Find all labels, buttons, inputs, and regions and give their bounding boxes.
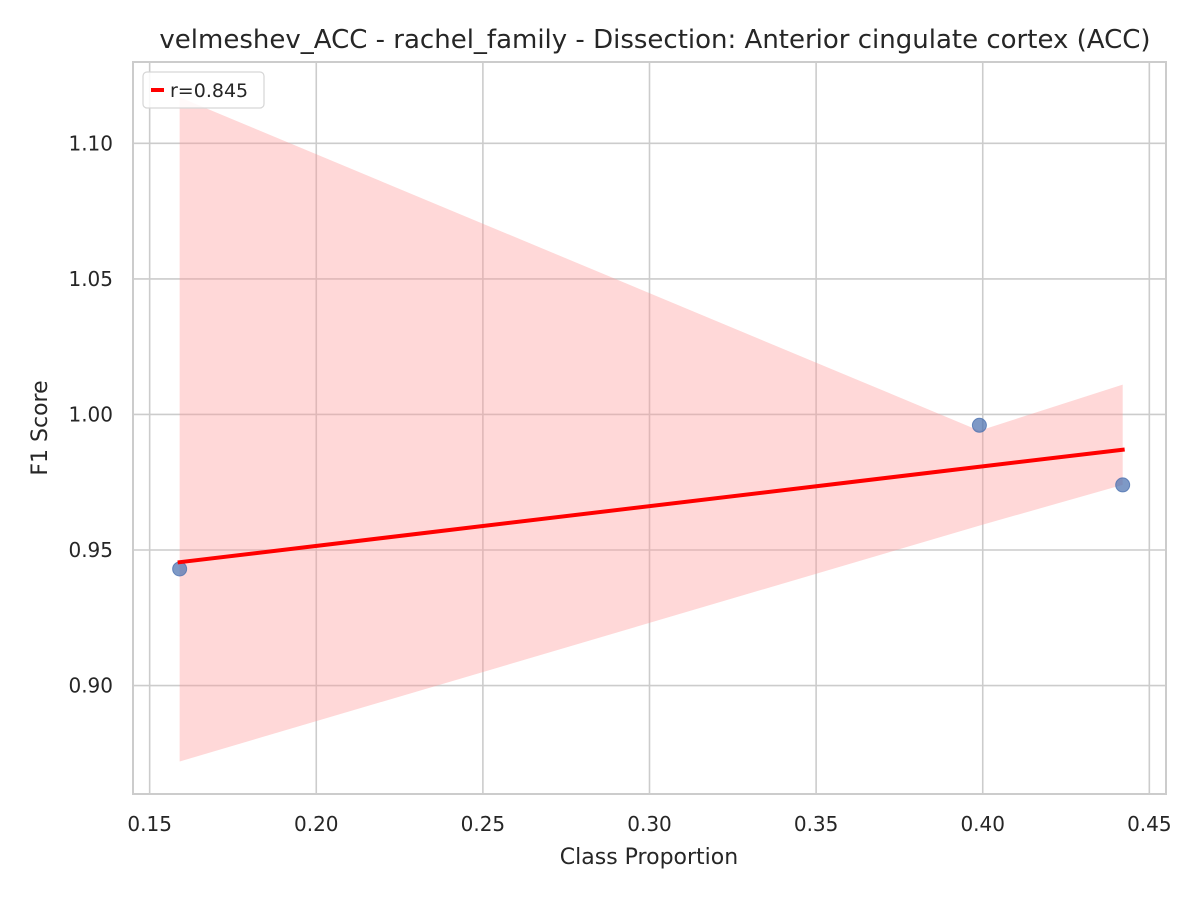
y-tick-label: 0.90	[68, 674, 113, 698]
x-tick-label: 0.15	[127, 812, 172, 836]
regression-line	[177, 447, 1125, 565]
x-tick-label: 0.25	[461, 812, 506, 836]
x-tick-label: 0.35	[794, 812, 839, 836]
data-point	[971, 417, 987, 433]
y-tick-label: 0.95	[68, 538, 113, 562]
x-tick-label: 0.45	[1127, 812, 1172, 836]
confidence-band	[179, 97, 1123, 762]
legend-box	[142, 71, 265, 109]
plot-frame	[132, 61, 1167, 795]
y-axis-title: F1 Score	[28, 380, 53, 475]
x-tick-label: 0.20	[294, 812, 339, 836]
legend-label: r=0.845	[170, 80, 248, 102]
y-tick-label: 1.05	[68, 267, 113, 291]
legend: r=0.845	[142, 71, 265, 109]
y-tick-label: 1.10	[68, 131, 113, 155]
y-tick-label: 1.00	[68, 402, 113, 426]
chart-title: velmeshev_ACC - rachel_family - Dissecti…	[159, 25, 1150, 55]
plot-area: 0.15 0.20 0.25 0.30 0.35 0.40 0.45 0.90 0.95 1.00…	[68, 61, 1172, 836]
x-axis-title: Class Proportion	[560, 845, 738, 870]
data-point	[1115, 477, 1131, 493]
x-tick-label: 0.40	[960, 812, 1005, 836]
x-tick-label: 0.30	[627, 812, 672, 836]
